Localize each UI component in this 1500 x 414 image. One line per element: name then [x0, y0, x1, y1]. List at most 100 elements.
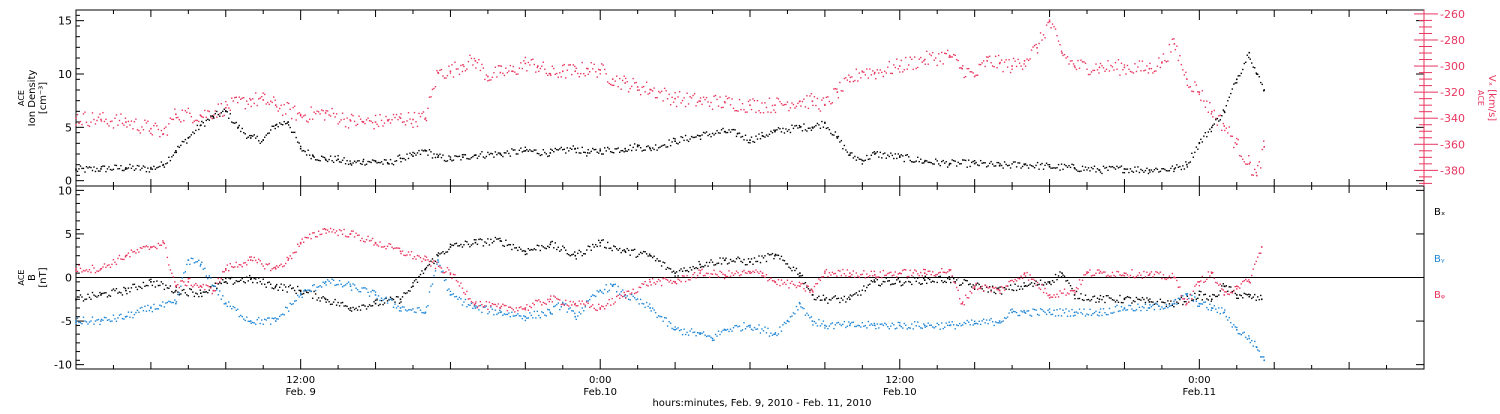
data-point	[908, 64, 910, 66]
data-point	[159, 244, 161, 246]
data-point	[890, 271, 892, 274]
data-point	[213, 114, 215, 116]
data-point	[1129, 297, 1132, 299]
data-point	[561, 70, 564, 73]
data-point	[1086, 299, 1088, 301]
data-point	[665, 268, 667, 271]
data-point	[1062, 309, 1064, 311]
data-point	[639, 251, 642, 254]
data-point	[998, 62, 1001, 65]
data-point	[175, 116, 178, 119]
data-point	[672, 101, 675, 103]
data-point	[311, 284, 314, 287]
data-point	[1023, 282, 1025, 284]
data-point	[78, 122, 80, 125]
data-point	[1044, 287, 1046, 290]
data-point	[502, 155, 504, 158]
data-point	[840, 90, 843, 92]
data-point	[246, 276, 248, 278]
data-point	[88, 125, 91, 128]
data-point	[223, 271, 225, 273]
data-point	[491, 76, 494, 78]
data-point	[481, 311, 483, 314]
data-point	[274, 267, 277, 270]
data-point	[836, 322, 838, 324]
data-point	[801, 307, 804, 309]
data-point	[851, 321, 853, 324]
data-point	[947, 277, 949, 280]
data-point	[1122, 171, 1124, 174]
data-point	[761, 102, 763, 104]
data-point	[255, 278, 257, 280]
data-point	[370, 305, 372, 307]
data-point	[87, 124, 89, 127]
data-point	[394, 160, 396, 163]
data-point	[380, 161, 383, 163]
data-point	[200, 292, 202, 294]
data-point	[431, 283, 434, 285]
data-point	[654, 96, 657, 99]
data-point	[1120, 301, 1123, 304]
data-point	[809, 289, 811, 292]
data-point	[882, 269, 885, 272]
data-point	[716, 262, 718, 265]
data-point	[654, 283, 657, 285]
data-point	[686, 331, 688, 334]
data-point	[222, 279, 224, 281]
data-point	[869, 68, 871, 70]
data-point	[207, 277, 209, 280]
data-point	[677, 96, 679, 98]
data-point	[816, 297, 819, 299]
data-point	[97, 294, 100, 297]
data-point	[1258, 76, 1260, 78]
data-point	[870, 74, 873, 76]
data-point	[689, 330, 691, 332]
data-point	[629, 293, 631, 295]
data-point	[1239, 75, 1241, 77]
data-point	[536, 244, 539, 247]
data-point	[261, 283, 263, 285]
data-point	[973, 160, 976, 162]
data-point	[454, 61, 456, 63]
data-point	[873, 151, 876, 153]
data-point	[786, 319, 789, 322]
data-point	[581, 307, 583, 309]
data-point	[350, 113, 353, 116]
data-point	[171, 301, 173, 304]
data-point	[663, 316, 666, 319]
data-point	[1110, 275, 1112, 277]
data-point	[446, 251, 449, 253]
data-point	[921, 283, 923, 285]
data-point	[449, 294, 452, 296]
data-point	[568, 64, 570, 66]
data-point	[707, 265, 709, 267]
data-point	[341, 286, 344, 288]
data-point	[437, 72, 440, 74]
data-point	[973, 75, 976, 78]
data-point	[1119, 294, 1121, 297]
data-point	[1009, 284, 1012, 286]
data-point	[425, 266, 428, 269]
data-point	[621, 296, 624, 298]
data-point	[693, 136, 696, 139]
data-point	[1002, 287, 1004, 289]
data-point	[1219, 290, 1222, 292]
data-point	[948, 321, 950, 323]
data-point	[830, 323, 832, 325]
data-point	[618, 293, 621, 295]
data-point	[684, 134, 687, 137]
data-point	[106, 123, 109, 125]
data-point	[1234, 285, 1236, 288]
data-point	[592, 147, 594, 150]
data-point	[918, 282, 920, 284]
data-point	[675, 282, 678, 285]
data-point	[969, 290, 971, 293]
data-point	[103, 263, 106, 265]
data-point	[815, 104, 817, 107]
data-point	[767, 111, 769, 113]
data-point	[636, 89, 639, 91]
data-point	[867, 276, 870, 278]
data-point	[1073, 167, 1076, 169]
data-point	[1021, 68, 1024, 70]
data-point	[415, 258, 417, 260]
